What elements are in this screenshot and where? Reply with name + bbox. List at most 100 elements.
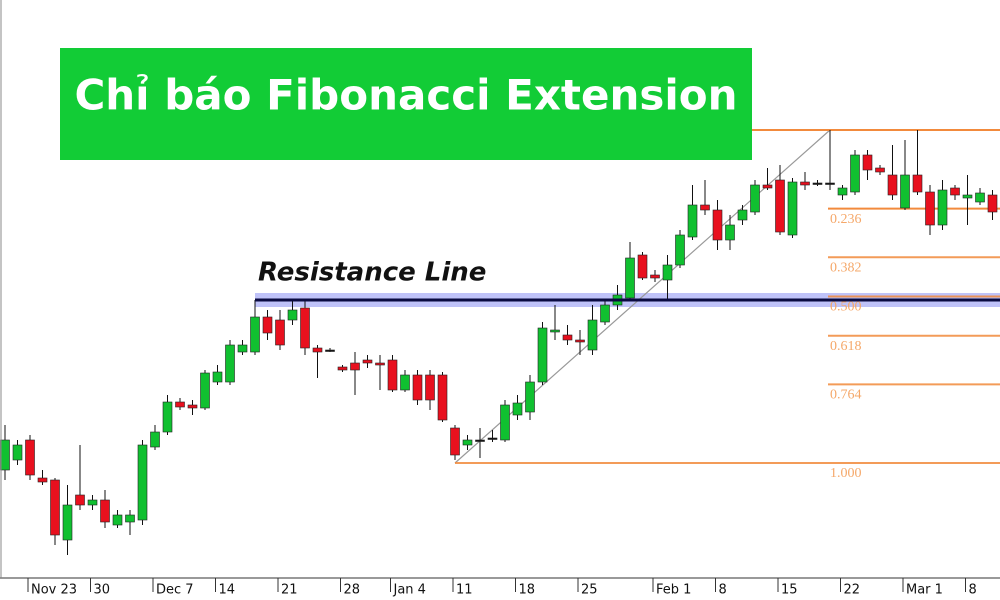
candle-body [237,344,248,353]
candle-body [275,319,285,346]
candle-body [150,431,160,448]
candle-body [787,181,798,236]
candle-body [600,304,610,323]
candle-body [975,192,985,203]
candle-body [825,182,835,185]
candle-body [562,334,573,341]
x-tick-label: 8 [719,583,727,598]
candle-body [550,329,560,333]
candle-body [937,189,948,226]
title-box [60,48,752,160]
x-tick-label: 14 [219,583,236,598]
candle-body [625,257,635,299]
candle-body [675,234,685,266]
candle-body [75,494,85,506]
candle-body [287,309,298,321]
x-tick-label: 18 [519,583,536,598]
fib-level-label: 0.500 [830,300,862,315]
candle-body [112,514,123,526]
candle-body [187,404,198,409]
candle-body [512,402,523,416]
candle-body [475,439,485,442]
candle-body [412,374,423,401]
resistance-label: Resistance Line [258,258,486,288]
candle-body [900,174,910,209]
x-tick-label: Nov 23 [31,583,77,598]
x-tick-label: Dec 7 [156,583,194,598]
candle-body [0,439,10,471]
x-tick-label: 22 [844,583,861,598]
candle-body [875,167,885,173]
candle-body [450,427,460,456]
candle-body [12,444,23,461]
candle-body [50,479,60,536]
candle-body [650,274,660,279]
candle-body [387,359,398,391]
x-tick-label: 15 [781,583,798,598]
candle-body [912,174,923,193]
candle-body [737,209,748,221]
candle-body [925,191,935,226]
candle-body [837,187,848,196]
candle-body [87,499,98,506]
candle-body [537,327,548,383]
fib-level-label: 0.236 [830,212,862,227]
candle-body [325,349,335,352]
candle-body [362,359,373,364]
candle-body [587,319,598,351]
x-tick-label: Feb 1 [656,583,691,598]
candle-body [762,184,773,189]
candle-body [100,499,110,523]
candle-body [750,184,760,213]
candle-body [37,477,48,483]
fib-level-label: 0.618 [830,339,862,354]
candle-body [350,362,360,371]
candle-body [987,194,998,213]
candle-body [862,154,873,171]
x-tick-label: 28 [344,583,361,598]
candle-body [800,181,810,186]
chart-title: Chỉ báo Fibonacci Extension [74,71,737,120]
candle-body [712,209,723,241]
candle-body [950,187,960,196]
candle-body [400,374,410,391]
candle-body [437,374,448,421]
candle-body [225,344,235,383]
x-tick-label: 21 [281,583,298,598]
candle-body [125,514,135,523]
candle-body [775,179,785,233]
x-tick-label: 25 [581,583,598,598]
candle-body [162,401,173,433]
candle-body [337,366,348,371]
candle-body [700,204,710,211]
x-tick-label: 30 [94,583,111,598]
x-tick-label: 8 [969,583,977,598]
candle-body [300,307,310,349]
candle-body [137,444,148,521]
candle-body [62,504,73,541]
candle-body [487,437,498,440]
candle-body [850,154,860,193]
candle-body [262,316,273,334]
x-tick-label: Jan 4 [393,583,426,598]
candle-body [812,182,823,185]
candle-body [687,204,698,238]
candle-body [250,316,260,353]
candle-body [375,362,385,366]
candle-body [500,404,510,441]
candle-body [637,254,648,279]
x-tick-label: 11 [456,583,473,598]
candle-body [725,224,735,241]
candle-body [175,401,185,408]
candle-body [312,347,323,353]
fib-level-label: 1.000 [830,466,862,481]
candle-body [462,439,473,446]
candle-body [425,374,435,401]
x-axis-band [0,578,1000,600]
candle-body [662,264,673,281]
x-tick-label: Mar 1 [906,583,943,598]
candle-body [962,194,973,199]
candle-body [212,371,223,383]
candle-body [25,439,35,476]
